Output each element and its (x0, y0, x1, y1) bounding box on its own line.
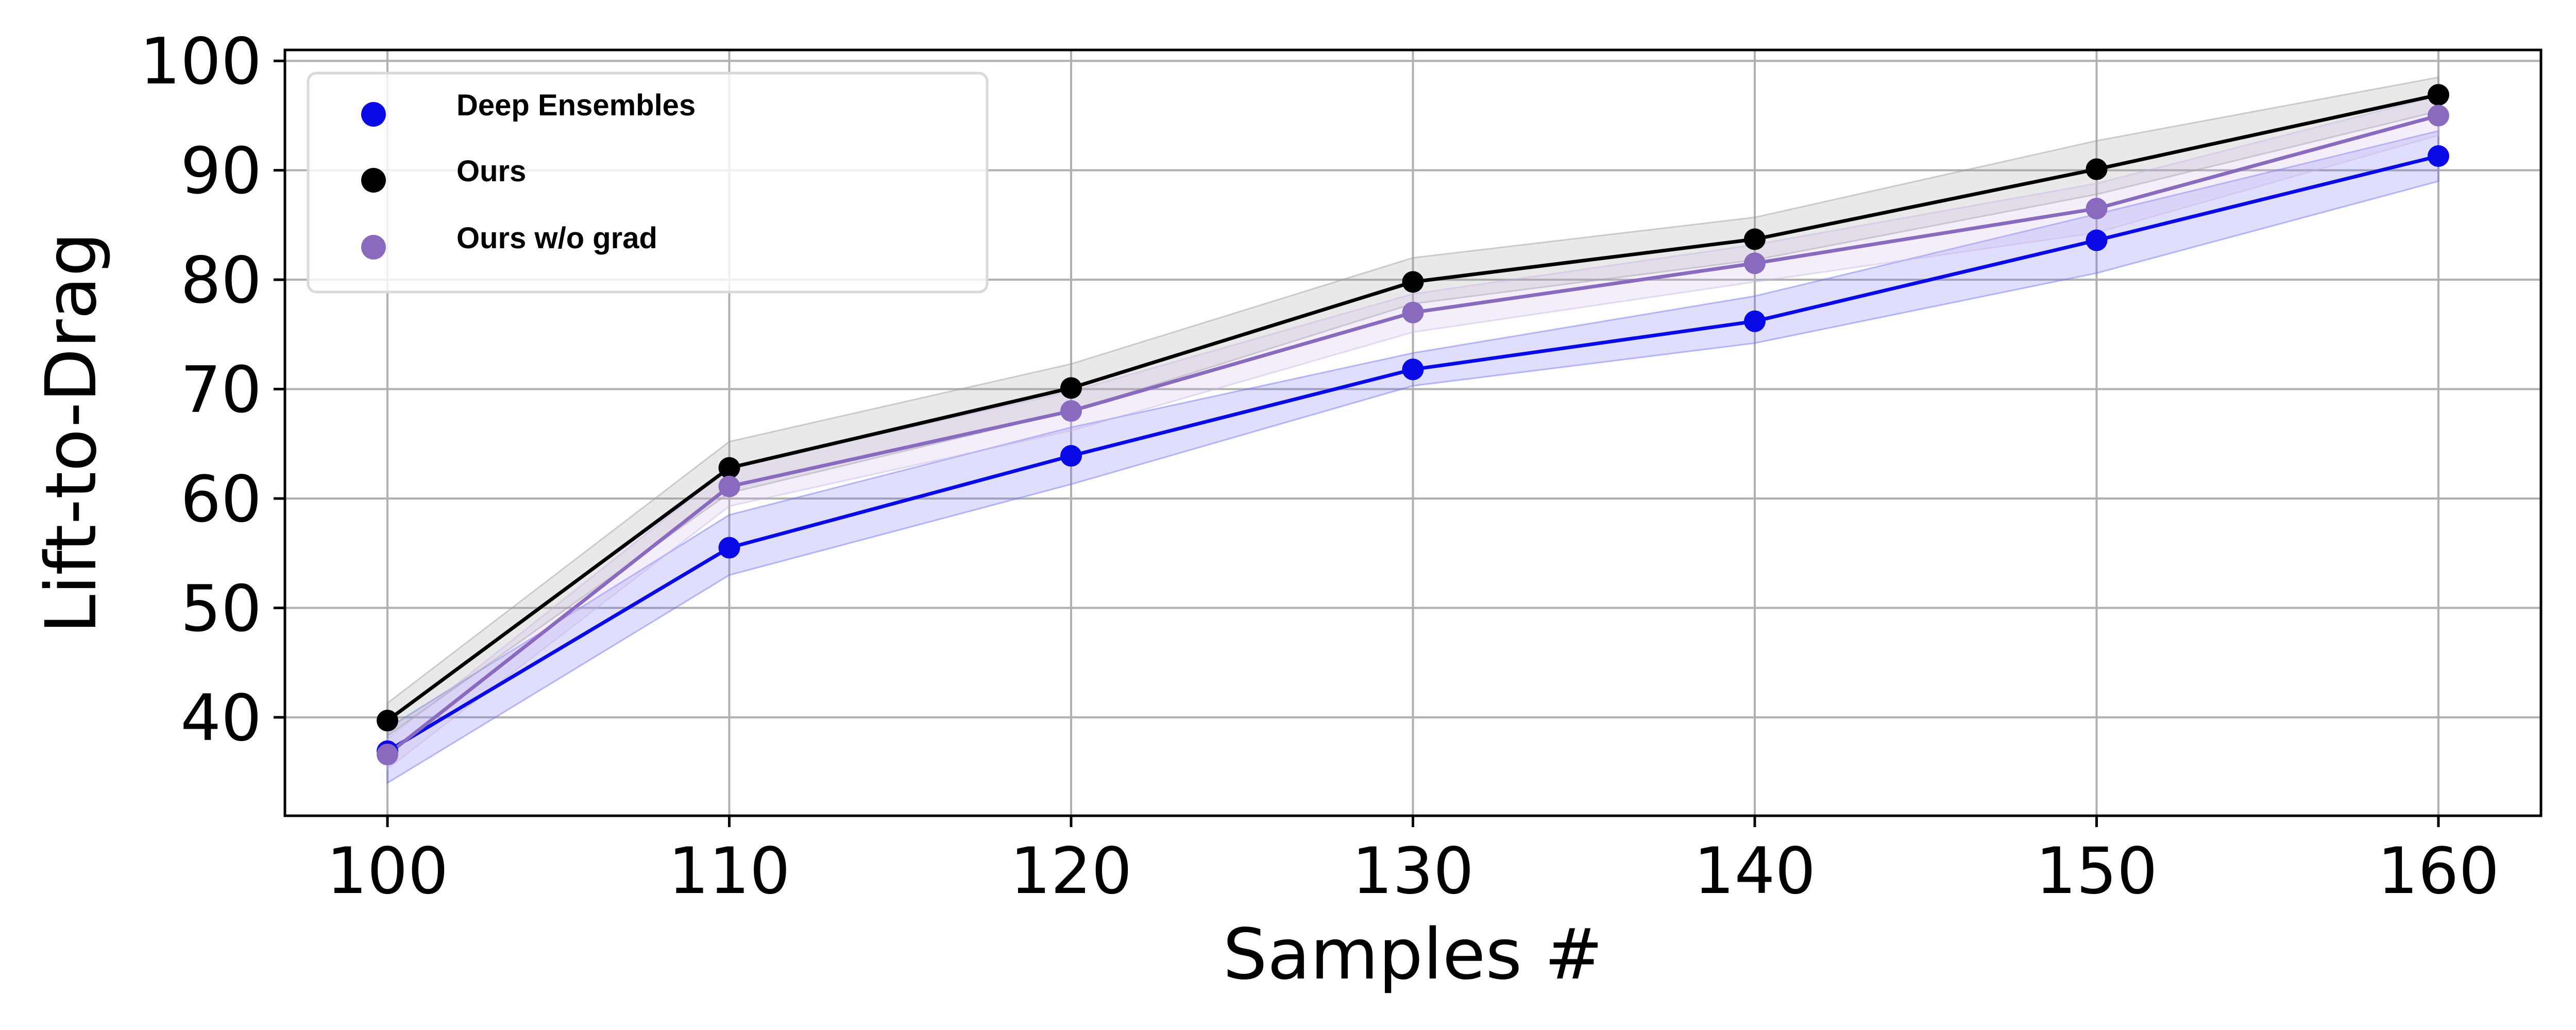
y-tick-label: 50 (180, 572, 262, 646)
legend: Deep Ensembles Ours Ours w/o grad (307, 72, 989, 294)
grid (285, 50, 2541, 816)
y-tick-label: 80 (180, 244, 262, 318)
y-axis-title: Lift-to-Drag (31, 232, 112, 634)
x-tick-label: 110 (668, 834, 790, 908)
legend-label: Deep Ensembles (456, 89, 696, 122)
x-axis-ticks: 100 110 120 130 140 150 160 (327, 816, 2500, 908)
data-point (377, 744, 399, 766)
legend-marker (361, 235, 386, 260)
y-tick-label: 90 (180, 134, 262, 209)
data-point (1060, 445, 1082, 467)
x-tick-label: 140 (1694, 834, 1816, 908)
legend-label: Ours (456, 154, 526, 188)
data-point (2427, 145, 2449, 167)
y-tick-label: 60 (180, 462, 262, 537)
confidence-band (386, 95, 2439, 770)
y-tick-label: 40 (180, 681, 262, 756)
data-point (1060, 377, 1082, 399)
data-point (1743, 228, 1766, 250)
legend-marker (361, 102, 386, 127)
x-axis-title: Samples # (1223, 914, 1603, 995)
y-axis-ticks: 40 50 60 70 80 90 100 (140, 25, 285, 756)
data-point (718, 475, 740, 497)
data-point (2086, 198, 2108, 220)
data-point (1743, 310, 1766, 332)
data-point (1060, 400, 1082, 422)
x-tick-label: 160 (2378, 834, 2500, 908)
x-tick-label: 120 (1010, 834, 1132, 908)
data-point (718, 537, 740, 559)
data-point (1743, 252, 1766, 274)
data-point (1402, 301, 1424, 323)
data-point (2427, 105, 2449, 127)
x-tick-label: 100 (327, 834, 449, 908)
series-points (377, 84, 2449, 766)
legend-marker (361, 168, 386, 193)
data-point (718, 457, 740, 479)
y-tick-label: 100 (140, 25, 262, 99)
data-point (1402, 358, 1424, 381)
legend-label: Ours w/o grad (456, 221, 657, 255)
x-tick-label: 150 (2036, 834, 2158, 908)
y-tick-label: 70 (180, 353, 262, 427)
data-point (2086, 158, 2108, 180)
data-point (1402, 271, 1424, 293)
data-point (2427, 84, 2449, 106)
data-point (2086, 229, 2108, 251)
confidence-bands (386, 76, 2439, 784)
legend-box (307, 72, 989, 294)
confidence-band (386, 130, 2439, 784)
x-tick-label: 130 (1352, 834, 1474, 908)
data-point (377, 710, 399, 732)
